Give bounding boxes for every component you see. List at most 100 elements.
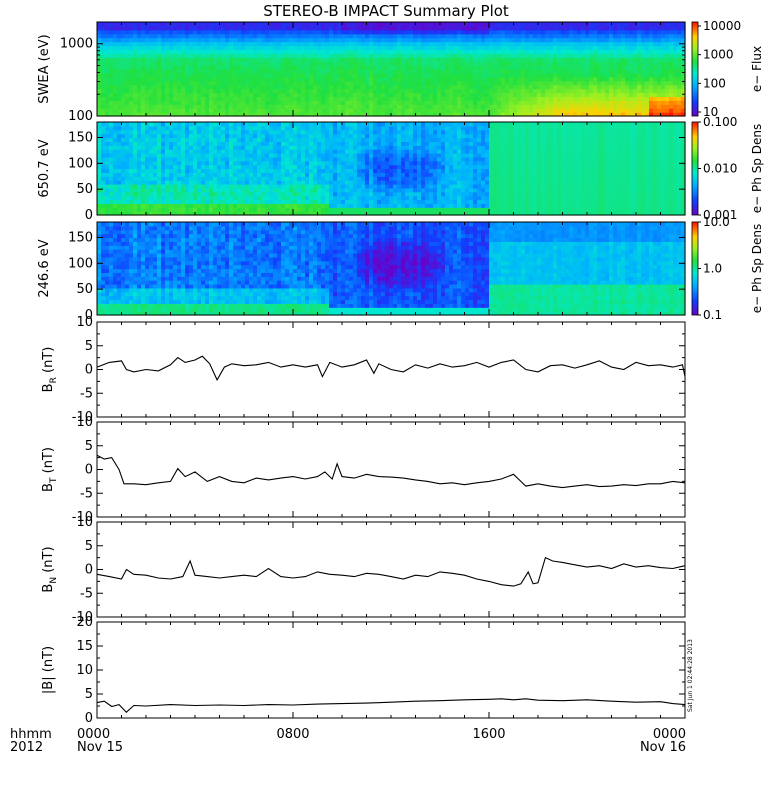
swea-cell [521,65,526,70]
swea-cell [233,81,238,86]
swea-cell [145,104,150,109]
pad650-cell [241,149,246,153]
swea-cell [589,30,594,35]
swea-cell [141,73,146,78]
pad650-cell [109,172,114,176]
swea-cell [473,89,478,94]
pad650-cell [269,157,274,161]
swea-cell [349,53,354,58]
swea-cell [121,30,126,35]
pad650-cell [101,196,106,200]
swea-cell [641,81,646,86]
swea-cell [145,61,150,66]
swea-cell [341,26,346,31]
swea-cell [465,53,470,58]
pad650-cell [265,153,270,157]
swea-cell [341,65,346,70]
swea-cell [613,49,618,54]
pad650-cell [221,134,226,138]
pad650-cell [217,130,222,134]
swea-cell [285,96,290,101]
swea-cell [521,57,526,62]
pad650-cell [117,165,122,169]
swea-cell [613,65,618,70]
pad650-cell [145,192,150,196]
swea-cell [209,73,214,78]
swea-cell [405,49,410,54]
swea-cell [593,104,598,109]
swea-cell [441,100,446,105]
pad650-cell [221,188,226,192]
pad650-cell [285,172,290,176]
swea-cell [465,108,470,113]
pad650-cell [241,165,246,169]
swea-cell [657,26,662,31]
swea-cell [289,61,294,66]
swea-cell [609,73,614,78]
pad650-cell [97,207,102,211]
swea-cell [221,73,226,78]
pad650-cell [225,138,230,142]
swea-cell [125,73,130,78]
swea-cell [325,73,330,78]
swea-cell [577,57,582,62]
swea-cell [461,30,466,35]
pad650-cell [281,196,286,200]
swea-cell [301,100,306,105]
pad650-cell [305,172,310,176]
pad650-cell [109,203,114,207]
swea-cell [585,69,590,74]
swea-cell [577,81,582,86]
swea-cell [577,108,582,113]
swea-cell [193,57,198,62]
swea-cell [309,49,314,54]
swea-cell [513,85,518,90]
swea-cell [437,46,442,51]
swea-cell [581,85,586,90]
swea-cell [665,22,670,27]
swea-cell [557,38,562,43]
swea-cell [669,65,674,70]
swea-cell [181,22,186,27]
pad650-cell [293,149,298,153]
swea-cell [621,30,626,35]
pad650-cell [293,130,298,134]
swea-cell [433,38,438,43]
swea-cell [333,89,338,94]
swea-cell [517,96,522,101]
pad650-cell [241,196,246,200]
swea-cell [261,93,266,98]
swea-cell [613,108,618,113]
pad650-cell [233,153,238,157]
pad650-cell [225,192,230,196]
swea-cell [673,34,678,39]
swea-cell [101,108,106,113]
swea-cell [473,53,478,58]
swea-cell [189,49,194,54]
swea-cell [369,65,374,70]
pad650-cell [253,134,258,138]
swea-cell [529,96,534,101]
swea-cell [377,57,382,62]
swea-cell [101,49,106,54]
swea-cell [641,26,646,31]
swea-cell [569,38,574,43]
swea-cell [437,34,442,39]
swea-cell [485,81,490,86]
swea-cell [445,100,450,105]
swea-cell [241,26,246,31]
swea-cell [249,30,254,35]
swea-cell [553,85,558,90]
swea-cell [361,42,366,47]
swea-cell [133,42,138,47]
swea-cell [273,100,278,105]
pad650-cell [321,203,326,207]
swea-cell [197,53,202,58]
swea-cell [129,57,134,62]
pad650-cell [185,145,190,149]
pad650-cell [309,188,314,192]
swea-cell [577,42,582,47]
pad650-cell [137,196,142,200]
swea-cell [489,46,494,51]
